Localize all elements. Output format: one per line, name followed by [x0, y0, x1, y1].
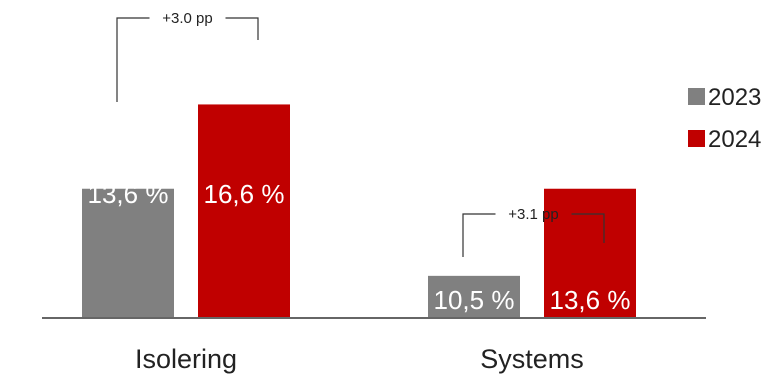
annotation-systems: +3.1 pp	[508, 206, 558, 223]
bar-systems-2023	[428, 275, 520, 318]
data-label-systems-2024: 13,6 %	[550, 285, 631, 315]
bar-systems-2024	[544, 188, 636, 318]
legend-label-2024: 2024	[708, 126, 761, 153]
category-label-systems: Systems	[480, 344, 584, 374]
legend-swatch-2023	[688, 88, 705, 105]
bracket-systems	[462, 213, 605, 257]
bar-isolering-2024	[198, 104, 290, 318]
category-label-isolering: Isolering	[135, 344, 237, 374]
annotation-isolering: +3.0 pp	[162, 10, 212, 27]
data-label-systems-2023: 10,5 %	[434, 285, 515, 315]
data-label-isolering-2023: 13,6 %	[88, 179, 169, 209]
bar-isolering-2023	[82, 188, 174, 318]
bracket-isolering	[116, 17, 259, 102]
legend-swatch-2024	[688, 130, 705, 147]
data-label-isolering-2024: 16,6 %	[204, 179, 285, 209]
legend-label-2023: 2023	[708, 84, 761, 111]
